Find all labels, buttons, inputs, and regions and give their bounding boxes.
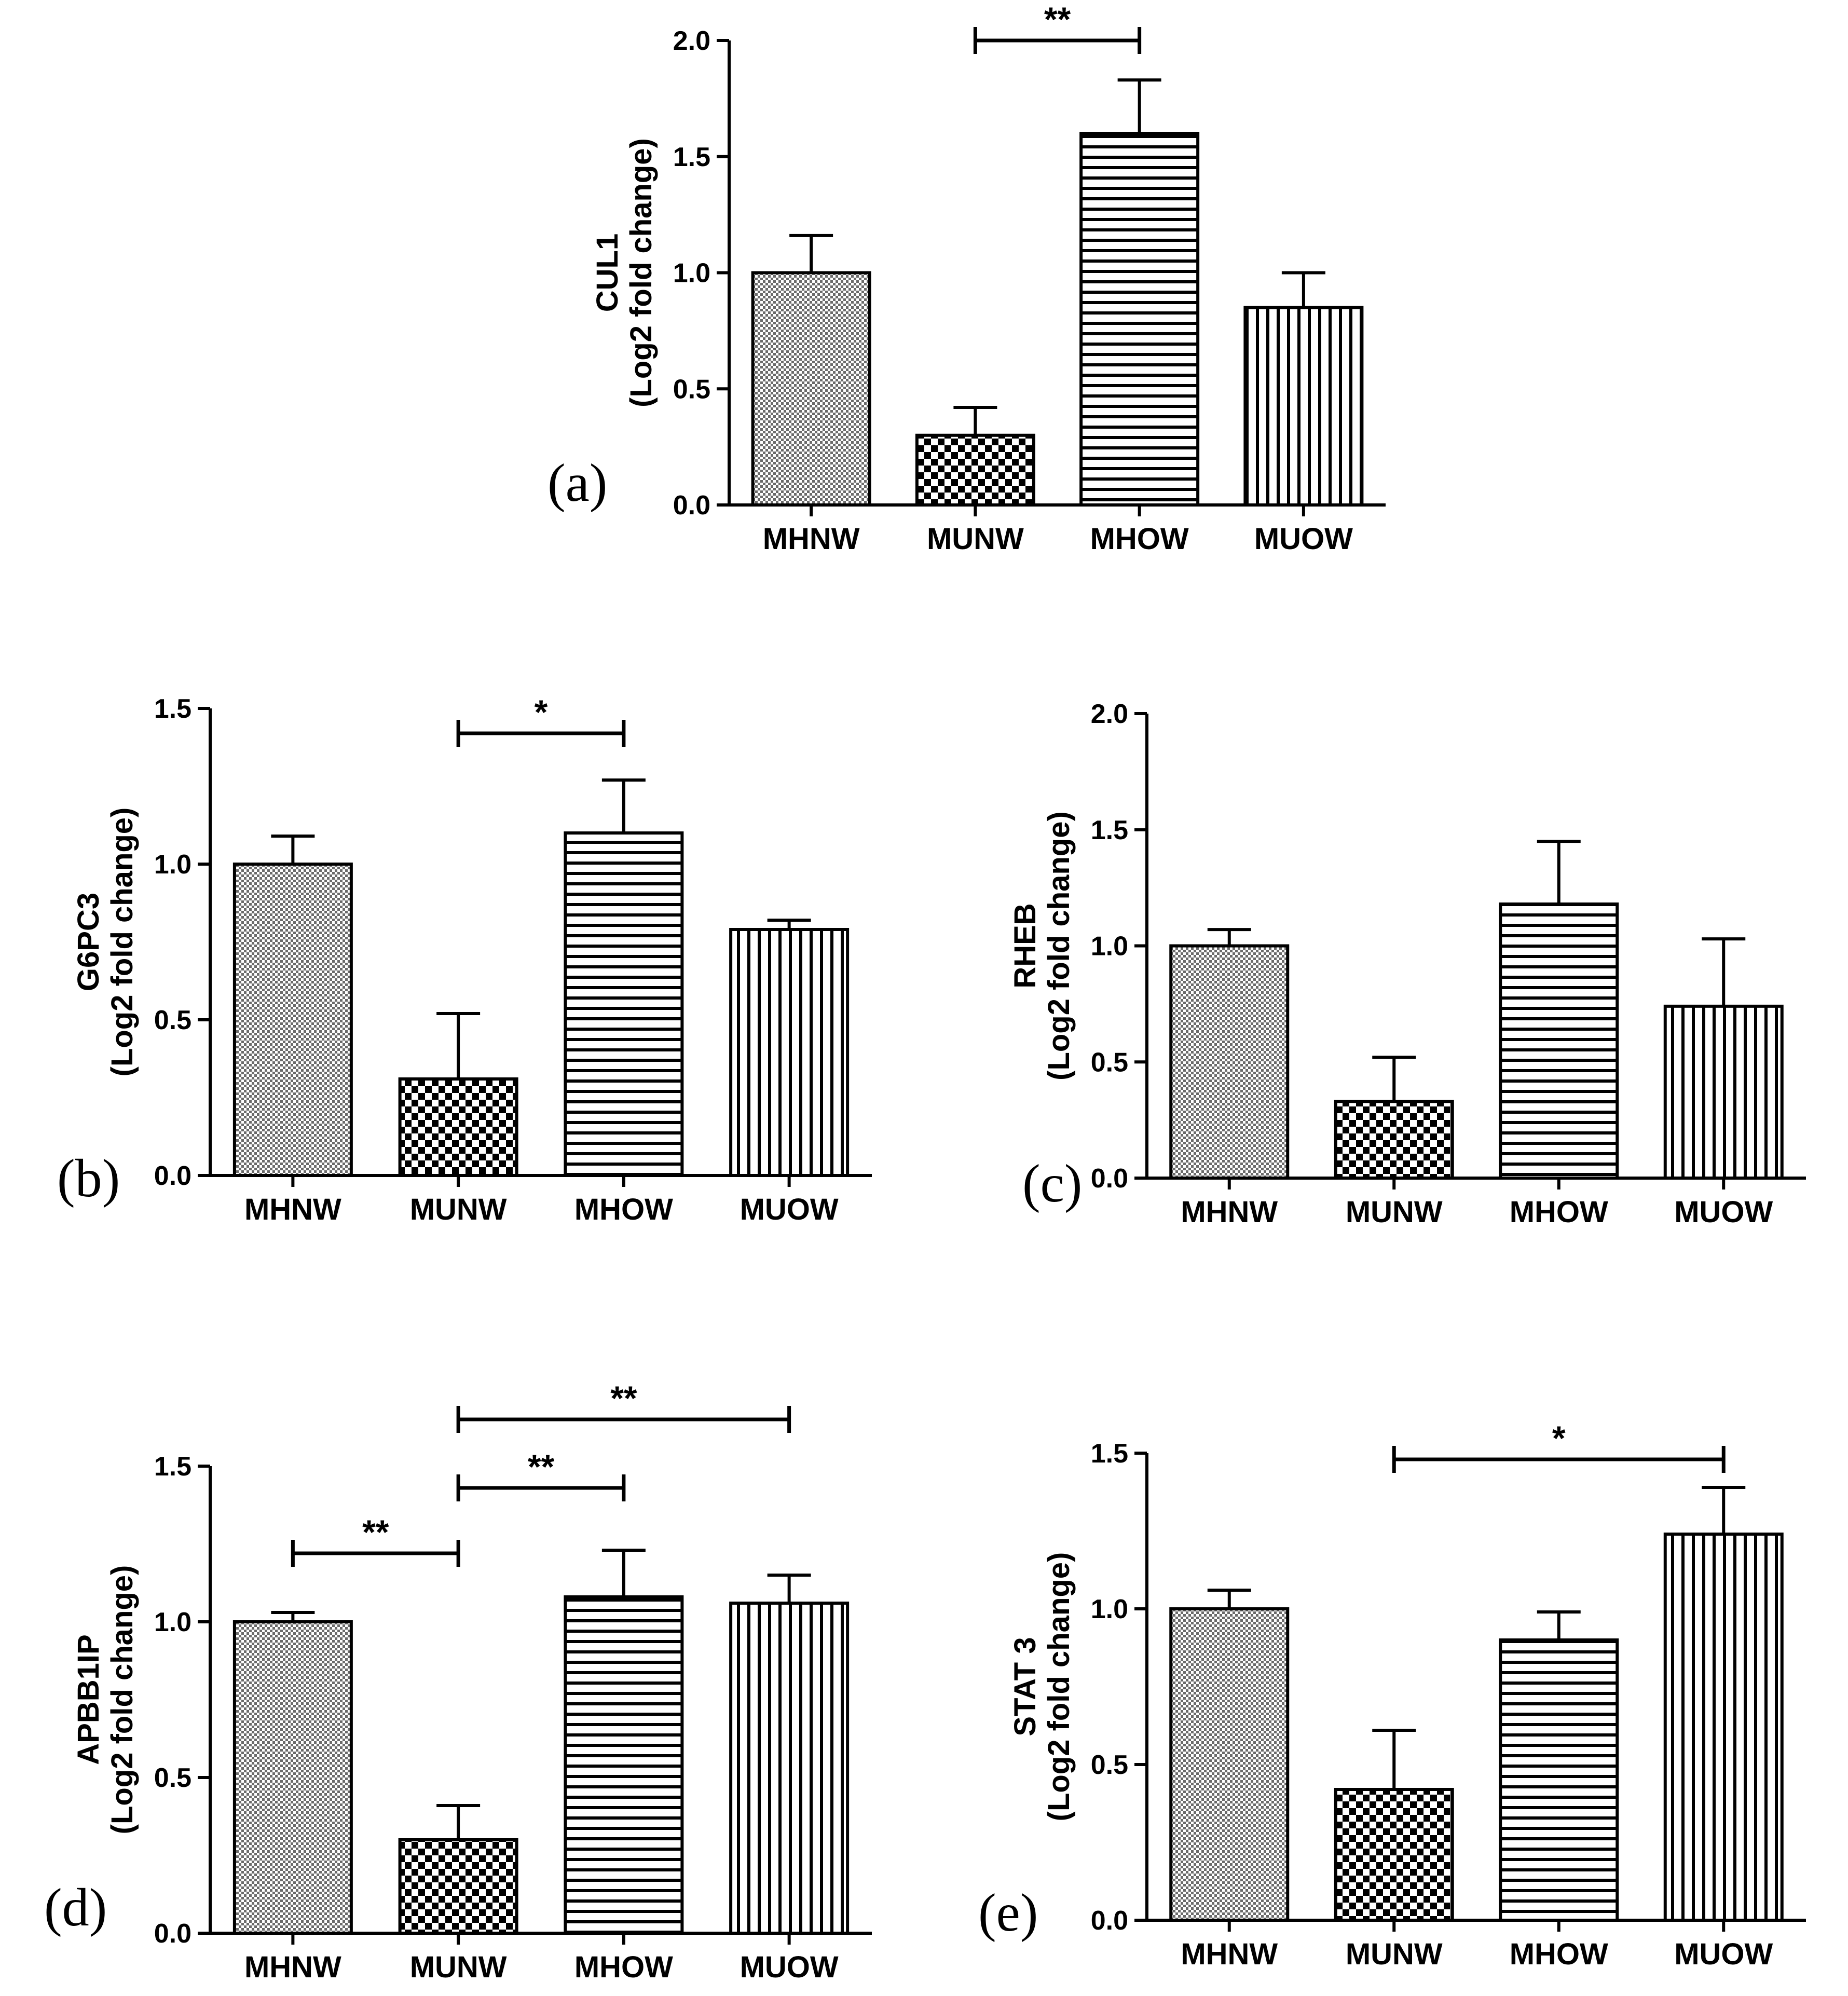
significance-label: ** [362, 1513, 389, 1551]
panel-label: (d) [44, 1878, 107, 1937]
bar-mhnw [232, 863, 353, 1177]
bar-munw [398, 1077, 518, 1177]
y-axis-title-gene: APBB1IP [72, 1634, 105, 1765]
x-tick-label: MHNW [244, 1193, 341, 1226]
x-tick-label: MHNW [244, 1950, 341, 1984]
bar-mhnw [1169, 1607, 1290, 1922]
y-tick-label: 0.5 [154, 1005, 191, 1035]
y-tick-label: 1.5 [673, 142, 710, 172]
y-tick-label: 0.5 [154, 1763, 191, 1793]
bar-muow [1663, 1533, 1784, 1922]
significance-label: ** [528, 1447, 555, 1486]
y-tick-label: 0.5 [1091, 1047, 1128, 1077]
y-axis-title-gene: RHEB [1008, 903, 1042, 988]
bar-mhow [1499, 1638, 1619, 1922]
bar-muow [729, 928, 850, 1177]
panel-b: 0.0 0.5 1.0 1.5 MHNW MUNW MHOW MUOW * G6PC3 (Log2 … [57, 693, 872, 1226]
bar-munw [1334, 1100, 1454, 1180]
y-tick-label: 0.0 [154, 1161, 191, 1191]
x-tick-label: MUOW [1674, 1195, 1773, 1229]
panel-a: 0.0 0.5 1.0 1.5 2.0 MHNW MUNW MHOW MUOW ** CUL1 (Lo… [547, 0, 1386, 556]
panel-label: (b) [57, 1149, 120, 1208]
panel-label: (c) [1022, 1154, 1082, 1213]
panel-c: 0.0 0.5 1.0 1.5 2.0 MHNW MUNW MHOW MUOW RHEB (Log2… [1008, 699, 1806, 1229]
x-tick-label: MUOW [740, 1950, 839, 1984]
x-tick-label: MHNW [1181, 1937, 1278, 1971]
bar-mhow [1499, 902, 1619, 1180]
x-tick-label: MUOW [1674, 1937, 1773, 1971]
bar-mhnw [1169, 944, 1290, 1180]
y-tick-label: 0.5 [1091, 1750, 1128, 1780]
y-tick-label: 0.0 [154, 1919, 191, 1949]
bar-mhow [1079, 132, 1200, 507]
x-tick-label: MUNW [1346, 1195, 1443, 1229]
y-tick-label: 0.5 [673, 374, 710, 404]
y-axis-title-unit: (Log2 fold change) [624, 138, 658, 407]
y-tick-label: 0.0 [1091, 1164, 1128, 1194]
panel-e: 0.0 0.5 1.0 1.5 MHNW MUNW MHOW MUOW * STAT 3 (Log2… [978, 1419, 1806, 1971]
significance-label: * [535, 693, 548, 731]
bar-munw [915, 433, 1035, 507]
x-tick-label: MHOW [574, 1950, 673, 1984]
bar-mhow [564, 1595, 684, 1935]
y-axis-title-gene: STAT 3 [1008, 1637, 1042, 1736]
y-axis-title-unit: (Log2 fold change) [1042, 1552, 1076, 1822]
y-axis-title-unit: (Log2 fold change) [1042, 811, 1076, 1081]
x-tick-label: MHOW [1510, 1195, 1608, 1229]
x-tick-label: MHOW [1510, 1937, 1608, 1971]
bar-muow [1243, 306, 1364, 507]
significance-label: * [1552, 1419, 1566, 1457]
x-tick-label: MHNW [763, 522, 860, 556]
y-tick-label: 1.0 [1091, 932, 1128, 962]
bar-mhnw [751, 271, 871, 507]
bar-muow [1663, 1004, 1784, 1180]
significance-label: ** [1044, 0, 1071, 38]
y-tick-label: 2.0 [673, 26, 710, 56]
panel-d: 0.0 0.5 1.0 1.5 MHNW MUNW MHOW MUOW ** ** ** APBB1I… [44, 1379, 872, 1984]
y-tick-label: 1.5 [154, 694, 191, 724]
bar-mhnw [232, 1620, 353, 1935]
y-tick-label: 2.0 [1091, 699, 1128, 729]
y-tick-label: 1.5 [154, 1452, 191, 1482]
x-tick-label: MUNW [410, 1950, 507, 1984]
significance-label: ** [610, 1379, 637, 1417]
x-tick-label: MHNW [1181, 1195, 1278, 1229]
panel-label: (e) [978, 1883, 1038, 1943]
x-tick-label: MUNW [410, 1193, 507, 1226]
x-tick-label: MUNW [927, 522, 1024, 556]
y-tick-label: 1.5 [1091, 815, 1128, 845]
x-tick-label: MHOW [1090, 522, 1189, 556]
y-tick-label: 1.0 [154, 1607, 191, 1637]
y-tick-label: 0.0 [673, 490, 710, 521]
bar-muow [729, 1602, 850, 1935]
bar-munw [398, 1838, 518, 1935]
bar-mhow [564, 831, 684, 1177]
bar-munw [1334, 1788, 1454, 1922]
x-tick-label: MUOW [740, 1193, 839, 1226]
y-tick-label: 1.0 [1091, 1594, 1128, 1624]
x-tick-label: MUNW [1346, 1937, 1443, 1971]
y-axis-title-gene: G6PC3 [72, 893, 105, 991]
y-tick-label: 1.0 [673, 258, 710, 289]
panel-label: (a) [547, 453, 607, 513]
y-axis-title-unit: (Log2 fold change) [105, 1565, 139, 1835]
x-tick-label: MHOW [574, 1193, 673, 1226]
x-tick-label: MUOW [1254, 522, 1353, 556]
y-tick-label: 0.0 [1091, 1906, 1128, 1936]
y-axis-title-unit: (Log2 fold change) [105, 808, 139, 1077]
y-axis-title-gene: CUL1 [591, 234, 624, 312]
y-tick-label: 1.5 [1091, 1439, 1128, 1469]
y-tick-label: 1.0 [154, 850, 191, 880]
